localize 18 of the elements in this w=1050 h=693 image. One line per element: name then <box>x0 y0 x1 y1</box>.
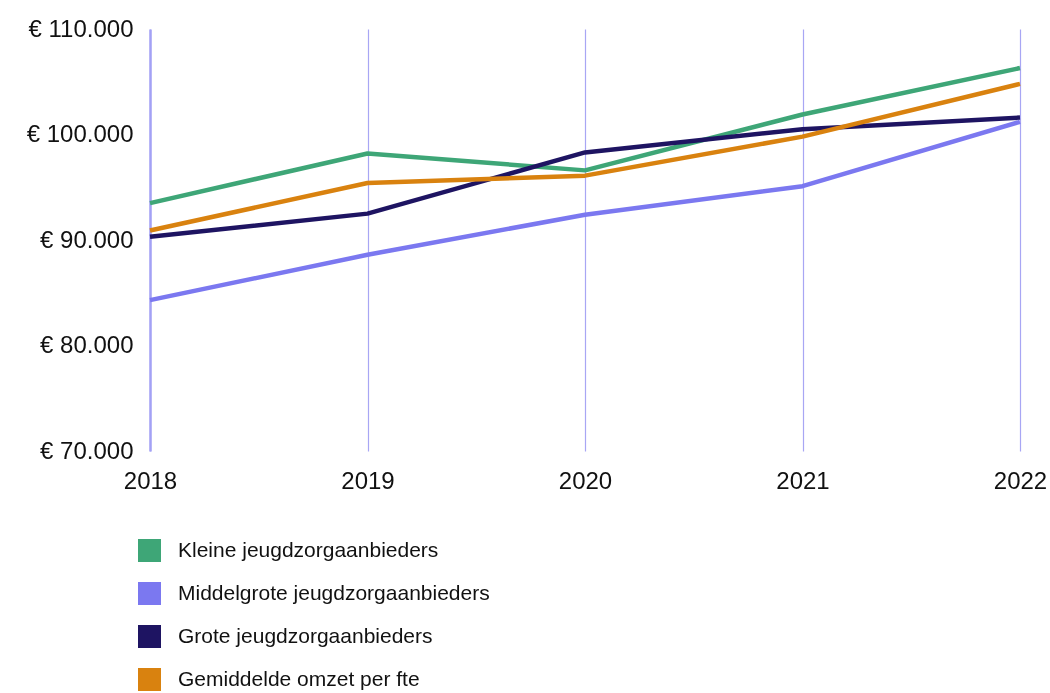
y-tick-label: € 80.000 <box>40 331 134 358</box>
legend-label: Kleine jeugdzorgaanbieders <box>178 537 439 561</box>
legend-label: Grote jeugdzorgaanbieders <box>178 623 433 647</box>
line-series <box>147 81 1023 233</box>
line-series <box>147 119 1023 303</box>
legend-label: Gemiddelde omzet per fte <box>178 666 420 690</box>
line-series <box>147 65 1023 206</box>
y-tick-label: € 100.000 <box>26 120 134 147</box>
x-tick-label: 2022 <box>993 466 1048 494</box>
y-tick-label: € 110.000 <box>28 14 134 42</box>
y-tick-label: € 70.000 <box>40 436 134 464</box>
y-tick-label: € 90.000 <box>40 225 134 253</box>
x-tick-label: 2019 <box>341 466 395 494</box>
legend-label: Middelgrote jeugdzorgaanbieders <box>178 580 490 604</box>
x-tick-label: 2020 <box>558 466 613 494</box>
x-tick-label: 2021 <box>776 466 830 494</box>
x-tick-label: 2018 <box>123 466 178 494</box>
line-series <box>147 115 1023 240</box>
